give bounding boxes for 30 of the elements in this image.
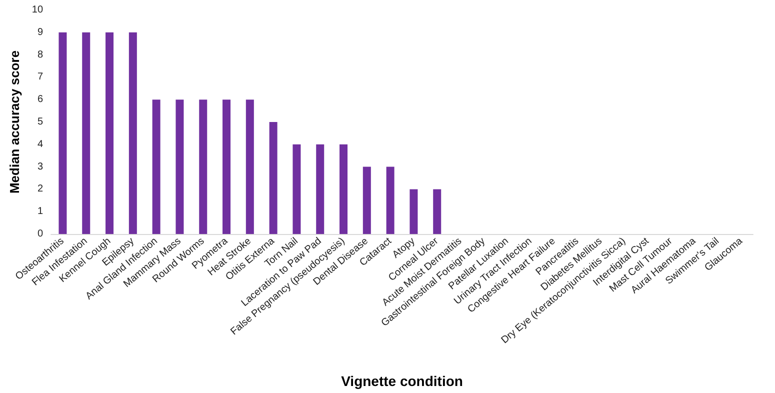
bar <box>269 122 278 234</box>
y-tick-label: 4 <box>37 138 44 150</box>
x-axis-title: Vignette condition <box>341 373 463 389</box>
y-tick-label: 0 <box>37 228 44 240</box>
bar <box>222 100 231 234</box>
y-tick-label: 6 <box>37 94 44 106</box>
y-tick-label: 1 <box>37 206 44 218</box>
bar <box>128 32 137 234</box>
bar <box>152 100 160 234</box>
bar <box>410 189 418 234</box>
bar <box>58 32 67 234</box>
bar <box>362 166 371 234</box>
y-tick-label: 5 <box>37 116 44 128</box>
bar <box>176 100 184 234</box>
bar <box>340 144 348 234</box>
bar <box>316 144 324 234</box>
y-tick-label: 2 <box>37 184 44 195</box>
bar <box>106 32 114 234</box>
bar <box>246 100 254 234</box>
y-tick-label: 7 <box>37 72 44 83</box>
bar <box>433 189 442 234</box>
bar <box>386 166 394 234</box>
bar <box>199 100 208 234</box>
y-axis-title: Median accuracy score <box>7 50 22 194</box>
y-tick-label: 9 <box>37 26 44 38</box>
bar <box>292 144 301 234</box>
y-tick-label: 10 <box>32 4 44 16</box>
y-tick-label: 3 <box>37 161 44 172</box>
y-tick-label: 8 <box>37 49 44 60</box>
bar <box>82 32 90 234</box>
